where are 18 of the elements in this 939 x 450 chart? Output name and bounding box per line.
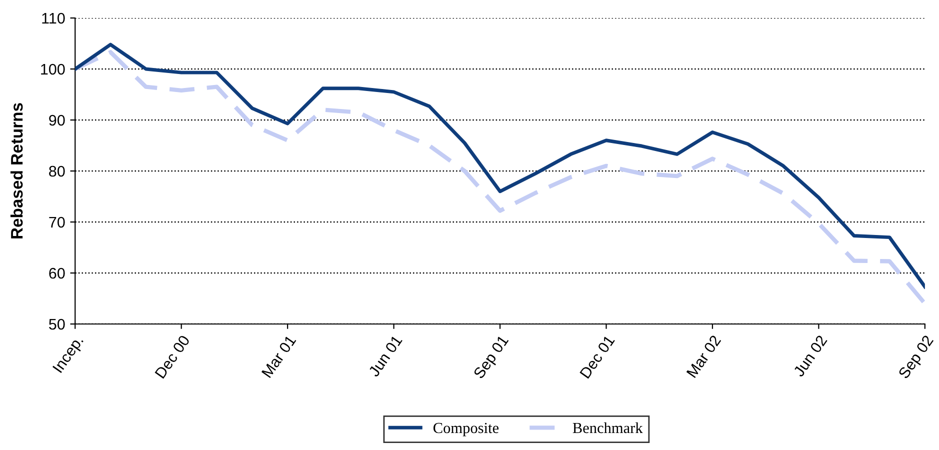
y-tick-label: 80: [49, 166, 65, 177]
x-tick-label: Mar 01: [261, 334, 296, 378]
legend-label: Benchmark: [572, 422, 643, 434]
y-tick-label: 110: [42, 12, 65, 24]
y-tick-label: 50: [49, 318, 65, 330]
x-tick-label: Jun 02: [792, 334, 828, 378]
y-tick-label: 60: [49, 268, 65, 279]
x-tick-label: Sep 01: [472, 334, 512, 381]
x-tick-label: Mar 02: [686, 334, 722, 378]
y-tick-label: 100: [41, 64, 65, 75]
x-tick-label: Dec 01: [580, 334, 616, 379]
x-tick-label: Jun 01: [368, 334, 403, 378]
y-tick-label: 70: [49, 216, 65, 228]
y-axis-title: Rebased Returns: [10, 103, 23, 238]
x-tick-label: Sep 02: [898, 334, 936, 381]
legend-label: Composite: [433, 422, 499, 436]
x-tick-label: Dec 00: [154, 334, 190, 379]
y-tick-label: 90: [49, 114, 65, 126]
